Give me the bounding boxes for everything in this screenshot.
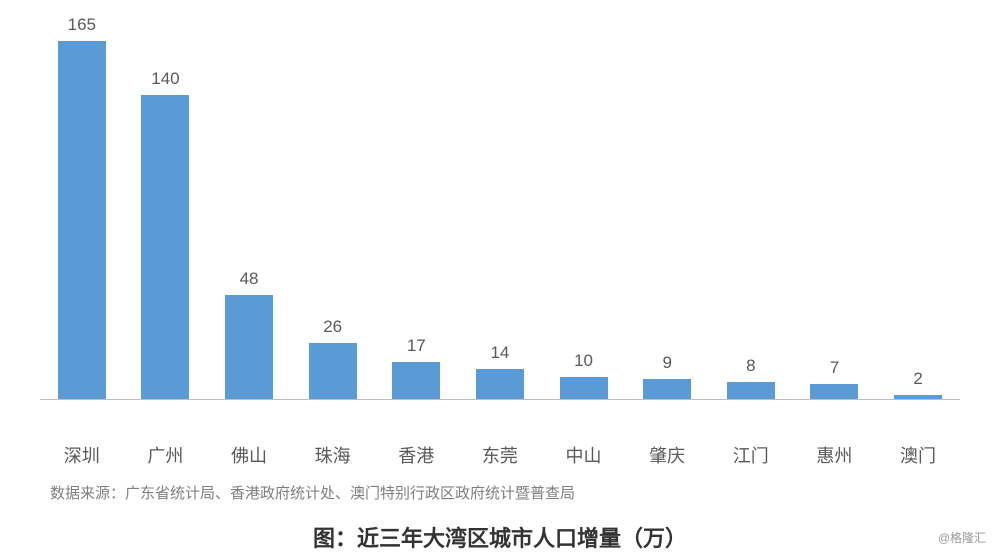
x-axis-labels: 深圳广州佛山珠海香港东莞中山肇庆江门惠州澳门 (0, 442, 1000, 468)
bar-group: 10 (542, 351, 625, 399)
watermark-text: @格隆汇 (938, 529, 986, 546)
bar-rect (476, 369, 524, 399)
x-axis-label: 澳门 (877, 442, 960, 468)
bar-group: 165 (40, 15, 123, 399)
bar-group: 17 (375, 336, 458, 399)
bar-value-label: 9 (662, 353, 671, 373)
x-axis-label: 佛山 (208, 442, 291, 468)
chart-container: 165 140 48 26 17 14 10 9 8 7 2 (0, 0, 1000, 430)
source-text: 广东省统计局、香港政府统计处、澳门特别行政区政府统计暨普查局 (125, 485, 575, 502)
bar-group: 140 (124, 69, 207, 399)
x-axis-label: 肇庆 (626, 442, 709, 468)
bar-value-label: 17 (407, 336, 426, 356)
bar-value-label: 14 (490, 343, 509, 363)
bar-group: 2 (877, 369, 960, 399)
bar-rect (309, 343, 357, 399)
bar-value-label: 8 (746, 356, 755, 376)
bar-rect (225, 295, 273, 399)
bar-group: 48 (208, 269, 291, 399)
bar-rect (560, 377, 608, 399)
bar-value-label: 26 (323, 317, 342, 337)
bars-wrapper: 16514048261714109872 (40, 20, 960, 399)
bar-group: 26 (291, 317, 374, 399)
x-axis-label: 中山 (542, 442, 625, 468)
bar-group: 8 (709, 356, 792, 399)
bar-rect (58, 41, 106, 399)
x-axis-label: 东莞 (459, 442, 542, 468)
bar-value-label: 2 (913, 369, 922, 389)
bar-value-label: 48 (240, 269, 259, 289)
bar-rect (810, 384, 858, 399)
bar-value-label: 7 (830, 358, 839, 378)
chart-title: 图：近三年大湾区城市人口增量（万） (0, 521, 1000, 553)
data-source-line: 数据来源：广东省统计局、香港政府统计处、澳门特别行政区政府统计暨普查局 (0, 468, 1000, 503)
bar-value-label: 140 (151, 69, 179, 89)
source-prefix: 数据来源： (50, 485, 125, 502)
bar-value-label: 10 (574, 351, 593, 371)
bar-rect (894, 395, 942, 399)
x-axis-label: 深圳 (40, 442, 123, 468)
bar-group: 14 (459, 343, 542, 399)
x-axis-label: 广州 (124, 442, 207, 468)
chart-plot-area: 16514048261714109872 (40, 20, 960, 400)
bar-group: 7 (793, 358, 876, 399)
x-axis-label: 惠州 (793, 442, 876, 468)
bar-rect (392, 362, 440, 399)
x-axis-label: 江门 (709, 442, 792, 468)
bar-rect (643, 379, 691, 399)
bar-rect (141, 95, 189, 399)
x-axis-label: 香港 (375, 442, 458, 468)
x-axis-label: 珠海 (291, 442, 374, 468)
bar-group: 9 (626, 353, 709, 399)
bar-value-label: 165 (68, 15, 96, 35)
bar-rect (727, 382, 775, 399)
